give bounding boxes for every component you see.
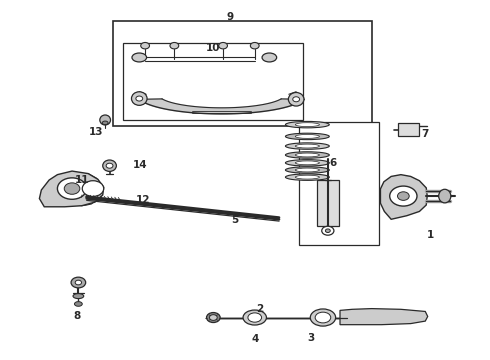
Text: 11: 11 bbox=[74, 175, 89, 185]
Ellipse shape bbox=[288, 93, 304, 106]
Ellipse shape bbox=[75, 280, 81, 285]
Text: 10: 10 bbox=[206, 43, 220, 53]
Polygon shape bbox=[340, 309, 428, 325]
Bar bbox=[123, 43, 303, 120]
Text: 8: 8 bbox=[74, 311, 80, 321]
Ellipse shape bbox=[248, 313, 262, 322]
Polygon shape bbox=[139, 99, 304, 114]
Ellipse shape bbox=[295, 168, 319, 172]
Bar bbox=[398, 123, 419, 136]
Text: 12: 12 bbox=[135, 195, 150, 204]
Ellipse shape bbox=[243, 310, 267, 325]
Text: 3: 3 bbox=[307, 333, 315, 343]
Text: 1: 1 bbox=[426, 230, 434, 240]
Ellipse shape bbox=[295, 144, 319, 148]
Text: 13: 13 bbox=[89, 127, 104, 137]
Ellipse shape bbox=[170, 42, 179, 49]
Text: 14: 14 bbox=[133, 160, 147, 170]
Circle shape bbox=[64, 183, 80, 194]
Text: 6: 6 bbox=[329, 158, 336, 168]
Ellipse shape bbox=[74, 302, 82, 306]
Ellipse shape bbox=[286, 143, 329, 149]
Ellipse shape bbox=[286, 133, 329, 140]
Circle shape bbox=[57, 178, 87, 199]
Ellipse shape bbox=[131, 92, 147, 105]
Ellipse shape bbox=[310, 309, 336, 326]
Text: 7: 7 bbox=[421, 129, 429, 139]
Ellipse shape bbox=[286, 159, 329, 166]
Ellipse shape bbox=[295, 135, 319, 138]
Polygon shape bbox=[380, 175, 427, 219]
Ellipse shape bbox=[250, 42, 259, 49]
Circle shape bbox=[82, 181, 104, 197]
Ellipse shape bbox=[322, 226, 334, 235]
Ellipse shape bbox=[132, 53, 147, 62]
Text: 4: 4 bbox=[251, 334, 258, 344]
Ellipse shape bbox=[102, 121, 108, 125]
Ellipse shape bbox=[106, 163, 113, 168]
Ellipse shape bbox=[73, 294, 84, 298]
Ellipse shape bbox=[295, 123, 319, 127]
Ellipse shape bbox=[286, 121, 329, 128]
Bar bbox=[114, 21, 372, 126]
Ellipse shape bbox=[141, 42, 149, 49]
Ellipse shape bbox=[315, 312, 331, 323]
Text: 9: 9 bbox=[227, 13, 234, 22]
Ellipse shape bbox=[295, 153, 319, 157]
Ellipse shape bbox=[286, 152, 329, 158]
Text: 5: 5 bbox=[232, 215, 239, 225]
Bar bbox=[317, 180, 339, 226]
Ellipse shape bbox=[286, 167, 329, 173]
Ellipse shape bbox=[325, 229, 330, 233]
Ellipse shape bbox=[286, 174, 329, 180]
Polygon shape bbox=[39, 171, 104, 207]
Polygon shape bbox=[74, 174, 101, 206]
Ellipse shape bbox=[206, 312, 220, 323]
Ellipse shape bbox=[293, 97, 299, 102]
Ellipse shape bbox=[71, 277, 86, 288]
Ellipse shape bbox=[100, 115, 111, 125]
Bar bbox=[298, 122, 379, 245]
Ellipse shape bbox=[295, 161, 319, 165]
Ellipse shape bbox=[439, 189, 451, 203]
Text: 2: 2 bbox=[256, 303, 263, 314]
Ellipse shape bbox=[262, 53, 277, 62]
Ellipse shape bbox=[219, 42, 227, 49]
Circle shape bbox=[397, 192, 409, 201]
Ellipse shape bbox=[295, 175, 319, 179]
Ellipse shape bbox=[209, 315, 217, 320]
Ellipse shape bbox=[103, 160, 116, 171]
Ellipse shape bbox=[136, 96, 143, 101]
Circle shape bbox=[390, 186, 417, 206]
